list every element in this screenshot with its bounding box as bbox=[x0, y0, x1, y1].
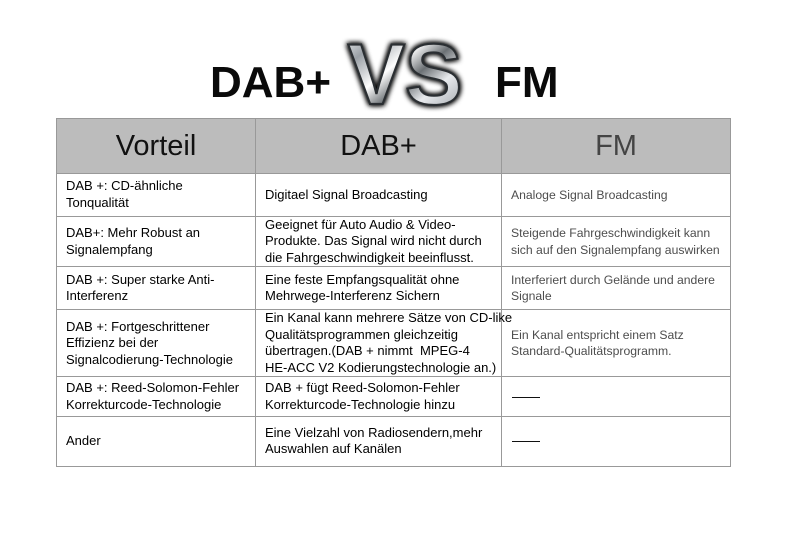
svg-text:VS: VS bbox=[348, 27, 463, 123]
